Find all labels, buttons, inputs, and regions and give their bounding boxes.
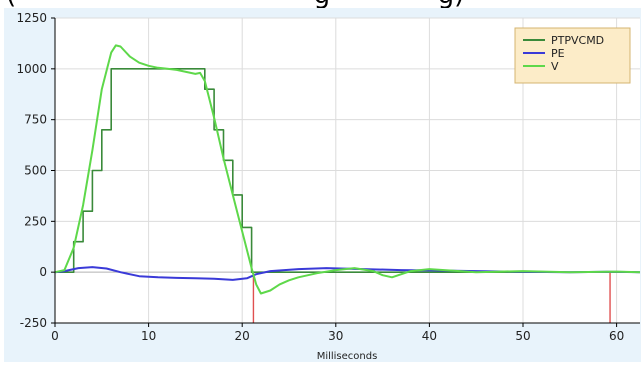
- series-line-pe: [54, 266, 641, 281]
- y-tick-label-4: 750: [24, 113, 47, 127]
- cropped-top-caption: ( g g): [0, 0, 643, 8]
- tick-labels: 0 10 20 30 40 50 60 -250 0 250 500 750 1000 1250: [16, 11, 624, 343]
- y-tick-label-5: 1000: [16, 62, 47, 76]
- x-tick-label-5: 50: [515, 329, 530, 343]
- x-tick-label-0: 0: [51, 329, 59, 343]
- cropped-top-caption-text: ( g g): [6, 0, 464, 8]
- legend-label-ptpvcmd: PTPVCMD: [551, 34, 604, 47]
- legend-box: [514, 27, 631, 84]
- y-tick-label-0: -250: [20, 316, 47, 330]
- legend-label-v: V: [551, 60, 559, 73]
- y-tick-label-2: 250: [24, 214, 47, 228]
- series-line-ptpvcmd: [55, 68, 640, 273]
- x-axis-title: Milliseconds: [317, 351, 378, 362]
- y-tick-label-6: 1250: [16, 11, 47, 25]
- x-tick-label-2: 20: [235, 329, 250, 343]
- series-line-v: [54, 44, 641, 295]
- x-tick-label-6: 60: [609, 329, 624, 343]
- x-tick-label-1: 10: [141, 329, 156, 343]
- y-tick-label-3: 500: [24, 164, 47, 178]
- marker-lines: [252, 272, 611, 323]
- legend-label-pe: PE: [551, 47, 565, 60]
- x-tick-label-4: 40: [422, 329, 437, 343]
- x-tick-label-3: 30: [328, 329, 343, 343]
- y-tick-label-1: 0: [39, 265, 47, 279]
- series-lines: [54, 44, 641, 295]
